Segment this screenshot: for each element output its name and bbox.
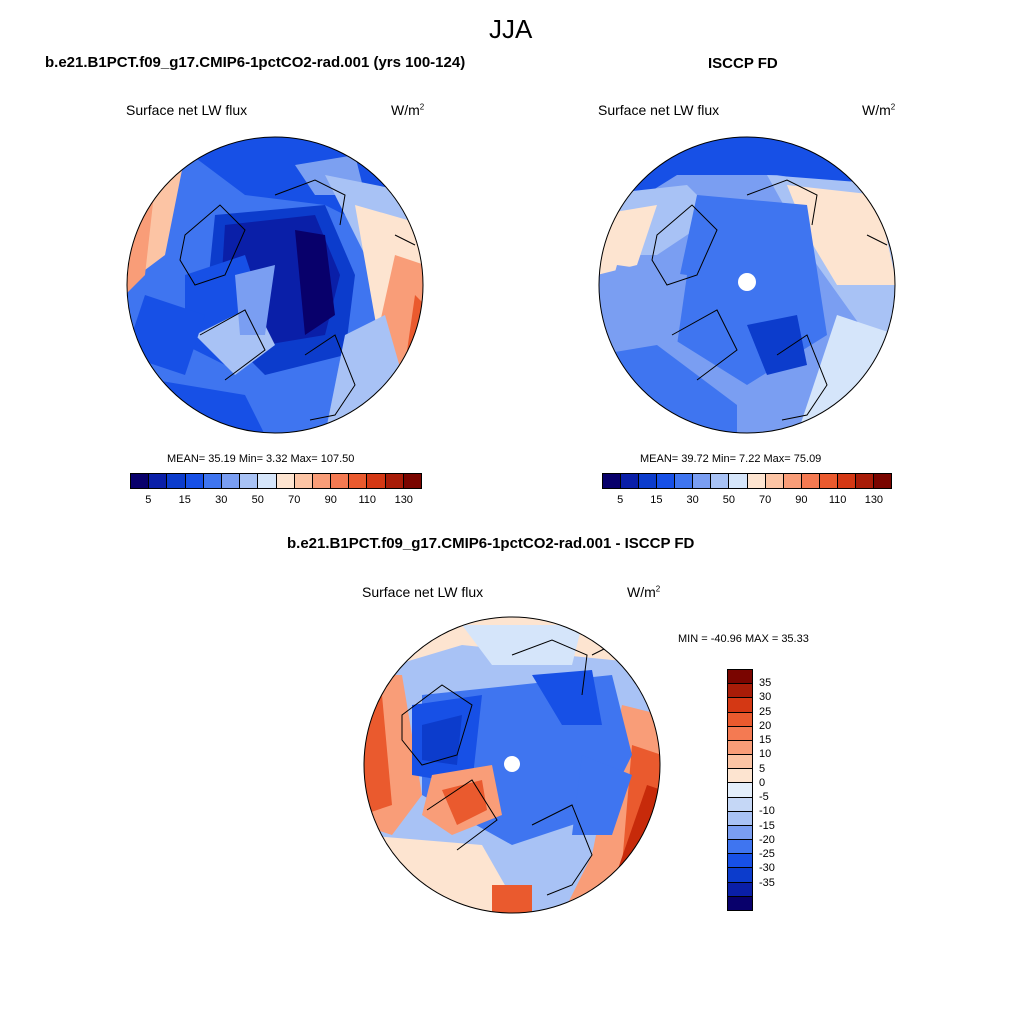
colorbar-swatch xyxy=(837,474,856,488)
colorbar-tick-label: -10 xyxy=(759,805,775,818)
colorbar-tick-label: -5 xyxy=(759,791,769,804)
colorbar-swatch xyxy=(131,474,150,488)
diff-polar-map xyxy=(363,616,661,914)
diff-variable-label: Surface net LW flux xyxy=(362,584,484,600)
colorbar-tick-label: 15 xyxy=(650,494,663,506)
model-polar-map xyxy=(126,136,424,434)
colorbar-swatch xyxy=(603,474,622,488)
diff-colorbar xyxy=(727,669,753,911)
colorbar-tick-label: 5 xyxy=(145,494,152,506)
colorbar-swatch xyxy=(728,783,752,798)
colorbar-tick-label: 35 xyxy=(759,677,772,690)
colorbar-tick-label: -25 xyxy=(759,848,775,861)
colorbar-tick-label: 0 xyxy=(759,776,766,789)
colorbar-tick-label: 30 xyxy=(759,691,772,704)
colorbar-tick-label: 5 xyxy=(617,494,624,506)
colorbar-tick-label: 30 xyxy=(215,494,228,506)
colorbar-swatch xyxy=(728,698,752,713)
colorbar-swatch xyxy=(728,755,752,770)
obs-panel-title: ISCCP FD xyxy=(708,55,778,72)
colorbar-tick-label: 130 xyxy=(394,494,413,506)
colorbar-swatch xyxy=(203,474,222,488)
colorbar-tick-label: 90 xyxy=(324,494,337,506)
season-title: JJA xyxy=(489,14,533,44)
model-variable-label: Surface net LW flux xyxy=(126,102,248,118)
colorbar-tick-label: 90 xyxy=(795,494,808,506)
obs-polar-map xyxy=(598,136,896,434)
colorbar-swatch xyxy=(240,474,259,488)
colorbar-swatch xyxy=(728,868,752,883)
colorbar-tick-label: 110 xyxy=(358,494,377,506)
diff-panel-title: b.e21.B1PCT.f09_g17.CMIP6-1pctCO2-rad.00… xyxy=(287,535,695,552)
colorbar-swatch xyxy=(728,769,752,784)
colorbar-swatch xyxy=(747,474,766,488)
colorbar-swatch xyxy=(349,474,368,488)
colorbar-tick-label: 130 xyxy=(864,494,884,506)
colorbar-swatch xyxy=(728,825,752,841)
colorbar-swatch xyxy=(294,474,313,488)
colorbar-tick-label: 50 xyxy=(251,494,264,506)
colorbar-swatch xyxy=(185,474,204,488)
colorbar-swatch xyxy=(728,670,752,685)
colorbar-swatch xyxy=(312,474,332,488)
colorbar-tick-label: 70 xyxy=(759,494,772,506)
obs-units-label: W/m2 xyxy=(862,102,896,118)
colorbar-swatch xyxy=(728,854,752,869)
colorbar-swatch xyxy=(729,474,748,488)
colorbar-swatch xyxy=(765,474,784,488)
obs-stats: MEAN= 39.72 Min= 7.22 Max= 75.09 xyxy=(640,453,822,465)
colorbar-tick-label: 15 xyxy=(178,494,191,506)
colorbar-swatch xyxy=(873,474,891,488)
colorbar-swatch xyxy=(403,474,421,488)
colorbar-tick-label: 50 xyxy=(722,494,735,506)
colorbar-swatch xyxy=(711,474,730,488)
colorbar-swatch xyxy=(728,712,752,727)
colorbar-swatch xyxy=(783,474,802,488)
colorbar-tick-label: 20 xyxy=(759,719,772,732)
colorbar-swatch xyxy=(657,474,676,488)
colorbar-swatch xyxy=(728,797,752,812)
colorbar-swatch xyxy=(693,474,712,488)
colorbar-swatch xyxy=(855,474,874,488)
colorbar-tick-label: -15 xyxy=(759,819,775,832)
colorbar-swatch xyxy=(258,474,277,488)
colorbar-swatch xyxy=(331,474,350,488)
colorbar-tick-label: 25 xyxy=(759,705,772,718)
colorbar-swatch xyxy=(385,474,404,488)
colorbar-swatch xyxy=(819,474,838,488)
colorbar-swatch xyxy=(728,896,752,910)
colorbar-swatch xyxy=(276,474,295,488)
colorbar-tick-label: 10 xyxy=(759,748,772,761)
colorbar-tick-label: -20 xyxy=(759,833,775,846)
colorbar-swatch xyxy=(367,474,386,488)
colorbar-swatch xyxy=(675,474,694,488)
colorbar-swatch xyxy=(728,840,752,855)
colorbar-swatch xyxy=(728,726,752,741)
diff-units-label: W/m2 xyxy=(627,584,661,600)
colorbar-swatch xyxy=(728,740,752,756)
colorbar-tick-label: 5 xyxy=(759,762,766,775)
colorbar-tick-label: 70 xyxy=(288,494,301,506)
colorbar-tick-label: -30 xyxy=(759,862,775,875)
colorbar-swatch xyxy=(728,882,752,897)
colorbar-tick-label: 30 xyxy=(686,494,699,506)
colorbar-swatch xyxy=(149,474,168,488)
model-stats: MEAN= 35.19 Min= 3.32 Max= 107.50 xyxy=(167,453,355,465)
model-units-label: W/m2 xyxy=(391,102,425,118)
colorbar-swatch xyxy=(167,474,186,488)
colorbar-swatch xyxy=(639,474,658,488)
colorbar-swatch xyxy=(728,811,752,826)
model-colorbar xyxy=(130,473,422,489)
colorbar-swatch xyxy=(621,474,640,488)
colorbar-swatch xyxy=(221,474,241,488)
colorbar-tick-label: 110 xyxy=(828,494,847,506)
obs-variable-label: Surface net LW flux xyxy=(598,102,720,118)
model-panel-title: b.e21.B1PCT.f09_g17.CMIP6-1pctCO2-rad.00… xyxy=(45,54,466,71)
colorbar-tick-label: -35 xyxy=(759,876,775,889)
obs-colorbar xyxy=(602,473,892,489)
colorbar-swatch xyxy=(801,474,820,488)
colorbar-tick-label: 15 xyxy=(759,734,772,747)
diff-stats: MIN = -40.96 MAX = 35.33 xyxy=(678,633,809,645)
colorbar-swatch xyxy=(728,684,752,699)
